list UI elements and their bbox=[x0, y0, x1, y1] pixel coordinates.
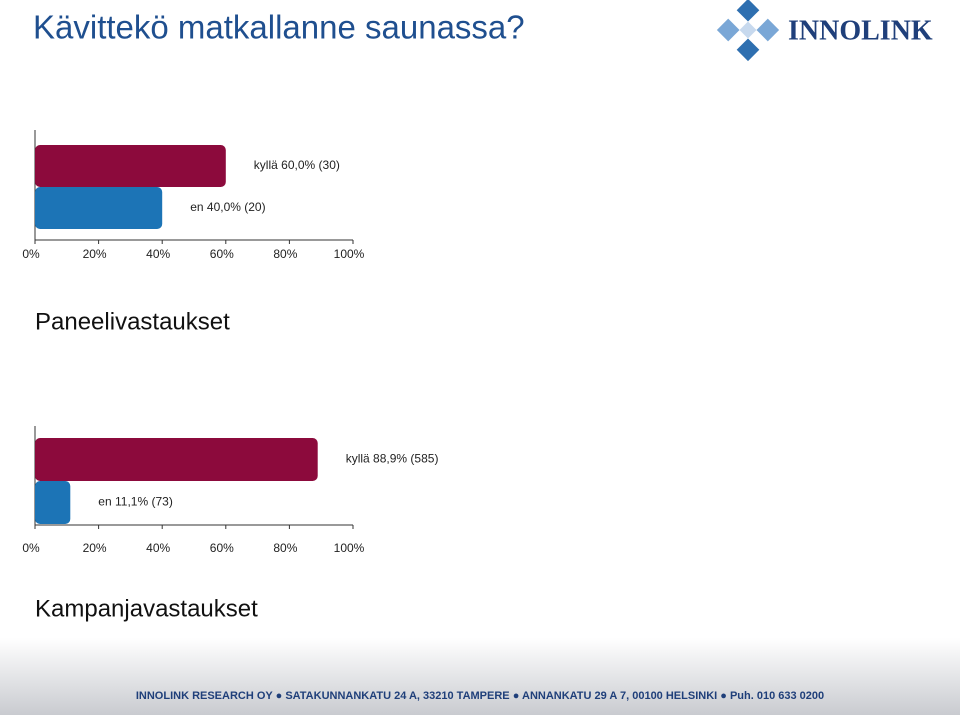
bar-label: kyllä 60,0% (30) bbox=[254, 158, 340, 172]
x-tick-label: 40% bbox=[146, 247, 170, 261]
x-tick-label: 100% bbox=[334, 247, 365, 261]
footer-item: Puh. 010 633 0200 bbox=[730, 690, 824, 702]
count-label: (73) bbox=[151, 495, 172, 509]
x-tick-label: 0% bbox=[22, 541, 40, 555]
logo: INNOLINK bbox=[716, 0, 933, 62]
value-label: 88,9% bbox=[373, 452, 407, 466]
value-label: 11,1% bbox=[115, 495, 148, 509]
count-label: (30) bbox=[319, 158, 340, 172]
count-label: (20) bbox=[244, 200, 265, 214]
footer-item: ANNANKATU 29 A 7, 00100 HELSINKI bbox=[522, 690, 717, 702]
bar-label: en 40,0% (20) bbox=[190, 200, 265, 214]
category-label: kyllä bbox=[254, 158, 278, 172]
value-label: 60,0% bbox=[281, 158, 315, 172]
footer-band bbox=[0, 638, 960, 715]
chart: 0% 20% 40% 60% 80% 100% kyllä 60,0% (30) en 40,… bbox=[22, 130, 365, 335]
x-tick-label: 0% bbox=[22, 247, 40, 261]
x-tick-label: 80% bbox=[273, 247, 297, 261]
bar-label: kyllä 88,9% (585) bbox=[346, 452, 439, 466]
category-label: en bbox=[98, 495, 111, 509]
chart: 0% 20% 40% 60% 80% 100% kyllä 88,9% (585) en 11… bbox=[22, 426, 438, 622]
footer-item: SATAKUNNANKATU 24 A, 33210 TAMPERE bbox=[285, 690, 509, 702]
bar bbox=[35, 145, 226, 187]
x-tick-label: 60% bbox=[210, 541, 234, 555]
footer-text: INNOLINK RESEARCH OY ● SATAKUNNANKATU 24… bbox=[136, 690, 824, 702]
chart-title: Kampanjavastaukset bbox=[35, 595, 258, 622]
category-label: en bbox=[190, 200, 203, 214]
x-tick-label: 60% bbox=[210, 247, 234, 261]
slide-title: Kävittekö matkallanne saunassa? bbox=[33, 9, 525, 46]
logo-text: INNOLINK bbox=[788, 15, 933, 46]
footer: INNOLINK RESEARCH OY ● SATAKUNNANKATU 24… bbox=[136, 690, 824, 702]
count-label: (585) bbox=[410, 452, 438, 466]
x-tick-label: 40% bbox=[146, 541, 170, 555]
x-tick-label: 20% bbox=[83, 541, 107, 555]
chart-title: Paneelivastaukset bbox=[35, 308, 230, 335]
category-label: kyllä bbox=[346, 452, 370, 466]
footer-item: INNOLINK RESEARCH OY bbox=[136, 690, 274, 702]
x-tick-label: 80% bbox=[273, 541, 297, 555]
x-tick-label: 20% bbox=[83, 247, 107, 261]
bar bbox=[35, 481, 71, 524]
charts: 0% 20% 40% 60% 80% 100% kyllä 60,0% (30) en 40,… bbox=[22, 130, 438, 622]
bar bbox=[35, 438, 318, 481]
x-tick-label: 100% bbox=[334, 541, 365, 555]
value-label: 40,0% bbox=[207, 200, 241, 214]
bar bbox=[35, 187, 163, 229]
bar-label: en 11,1% (73) bbox=[98, 495, 173, 509]
